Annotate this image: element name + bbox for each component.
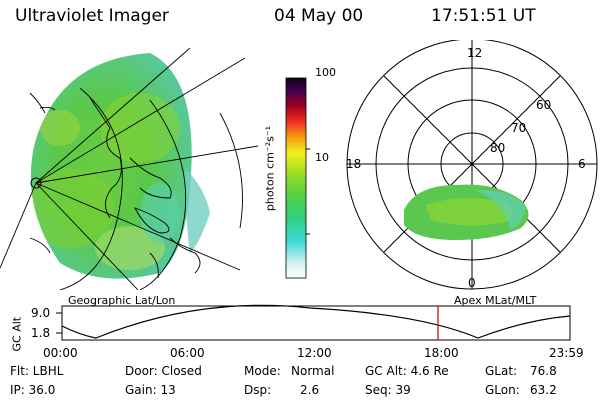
mlt-label-12: 12 bbox=[467, 46, 483, 60]
colorbar-unit-label: photon cm⁻²s⁻¹ bbox=[263, 125, 277, 212]
colorbar-tick-label-100: 100 bbox=[315, 66, 336, 79]
apex-caption: Apex MLat/MLT bbox=[454, 294, 537, 307]
polar-grid bbox=[346, 40, 598, 290]
orbit-axis-label: GC Alt bbox=[10, 316, 24, 352]
door-info: Door: Closed bbox=[125, 364, 202, 378]
gain-info: Gain: 13 bbox=[125, 383, 176, 397]
polar-mlt-plot bbox=[346, 40, 598, 290]
colorbar-gradient bbox=[285, 77, 307, 279]
seq-info: Seq: 39 bbox=[365, 383, 411, 397]
ip-info: IP: 36.0 bbox=[10, 383, 56, 397]
geographic-caption: Geographic Lat/Lon bbox=[68, 294, 176, 307]
orbit-ytick-label-1-8: 1.8 bbox=[31, 326, 51, 340]
lat-lon-grid bbox=[0, 47, 259, 290]
dsp-value: 2.6 bbox=[300, 383, 320, 397]
glat-label: GLat: bbox=[485, 364, 518, 378]
mlat-label-70: 70 bbox=[511, 121, 527, 135]
coastline-overlay bbox=[29, 92, 201, 279]
altitude-curve bbox=[61, 304, 571, 339]
glon-value: 63.2 bbox=[530, 383, 557, 397]
mode-value: Normal bbox=[291, 364, 335, 378]
time-label: 17:51:51 UT bbox=[431, 6, 536, 26]
orbit-xtick-00: 00:00 bbox=[43, 346, 78, 360]
colorbar bbox=[285, 77, 310, 279]
auroral-oval bbox=[404, 184, 529, 240]
mlt-label-6: 6 bbox=[578, 157, 586, 171]
glon-label: GLon: bbox=[485, 383, 520, 397]
orbit-plot-frame bbox=[61, 305, 571, 341]
mlat-label-60: 60 bbox=[536, 98, 552, 112]
orbit-altitude-plot bbox=[56, 304, 571, 341]
filter-info: Flt: LBHL bbox=[10, 364, 64, 378]
orbit-xtick-12: 12:00 bbox=[297, 346, 332, 360]
colorbar-tick-label-10: 10 bbox=[315, 151, 329, 164]
mlat-label-80: 80 bbox=[490, 141, 506, 155]
mlt-label-18: 18 bbox=[346, 157, 362, 171]
geographic-image-panel bbox=[0, 47, 259, 290]
mode-label: Mode: bbox=[244, 364, 281, 378]
date-label: 04 May 00 bbox=[274, 6, 364, 26]
glat-value: 76.8 bbox=[530, 364, 557, 378]
gc-alt-info: GC Alt: 4.6 Re bbox=[365, 364, 449, 378]
dsp-label: Dsp: bbox=[244, 383, 272, 397]
orbit-xtick-06: 06:00 bbox=[170, 346, 205, 360]
orbit-xtick-18: 18:00 bbox=[424, 346, 459, 360]
orbit-ytick-label-9: 9.0 bbox=[31, 306, 51, 320]
mlt-label-0: 0 bbox=[468, 276, 476, 290]
instrument-title: Ultraviolet Imager bbox=[15, 6, 169, 26]
orbit-xtick-2359: 23:59 bbox=[549, 346, 584, 360]
